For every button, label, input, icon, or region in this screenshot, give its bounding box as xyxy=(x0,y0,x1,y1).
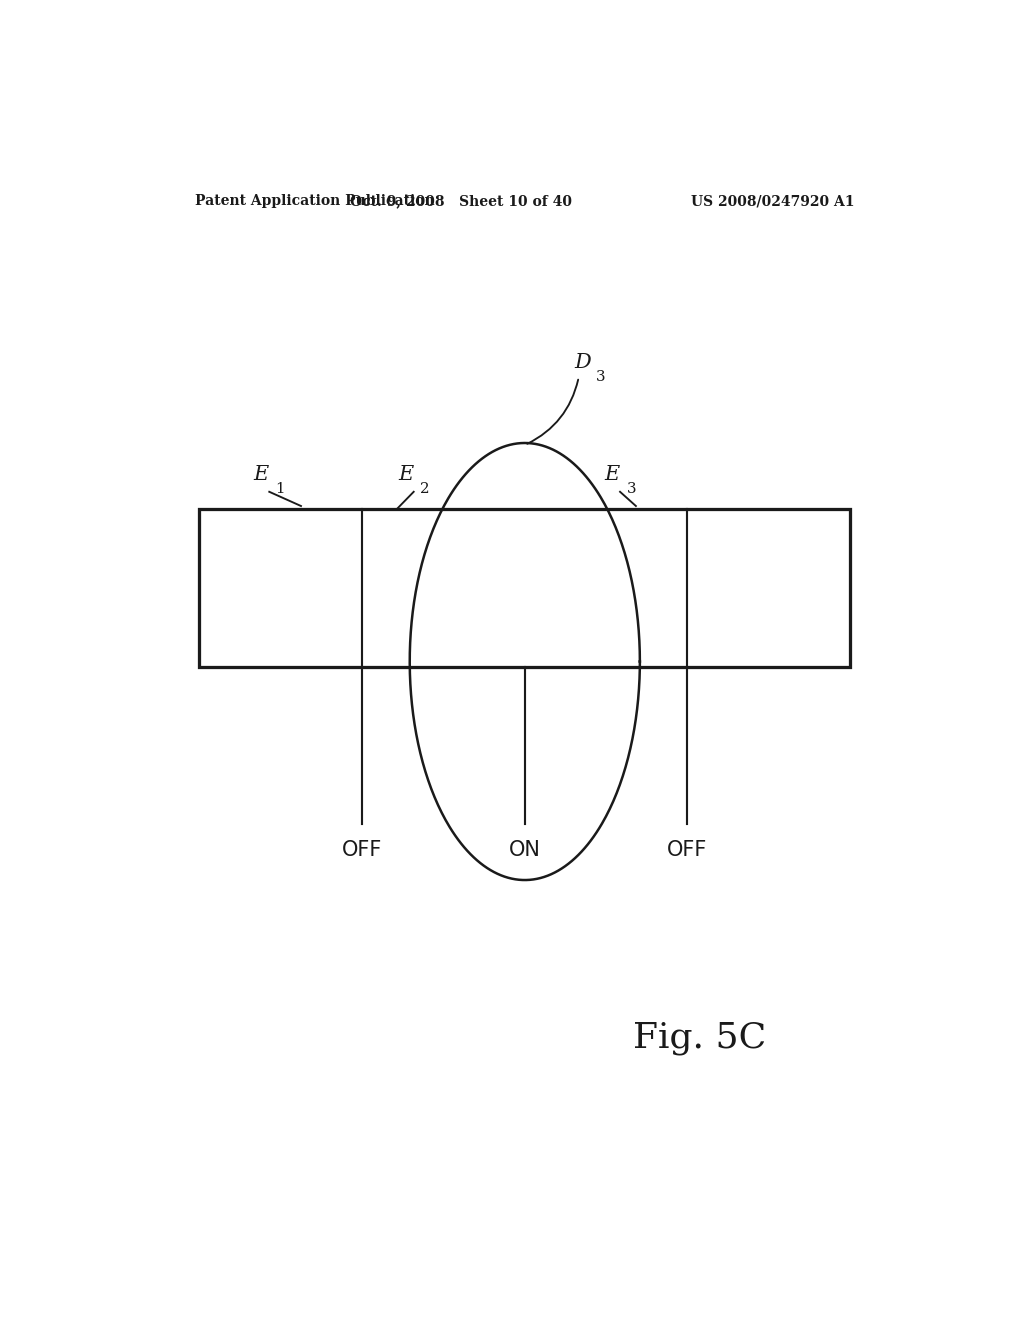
Text: OFF: OFF xyxy=(668,840,708,859)
Bar xyxy=(200,510,850,667)
Text: Fig. 5C: Fig. 5C xyxy=(633,1020,766,1055)
Text: Patent Application Publication: Patent Application Publication xyxy=(196,194,435,209)
Text: 1: 1 xyxy=(275,482,285,496)
Text: Oct. 9, 2008   Sheet 10 of 40: Oct. 9, 2008 Sheet 10 of 40 xyxy=(350,194,572,209)
Text: D: D xyxy=(574,352,591,372)
Text: 3: 3 xyxy=(596,370,606,384)
Text: US 2008/0247920 A1: US 2008/0247920 A1 xyxy=(690,194,854,209)
Text: OFF: OFF xyxy=(342,840,382,859)
Text: 3: 3 xyxy=(627,482,636,496)
Text: E: E xyxy=(397,465,413,483)
Text: ON: ON xyxy=(509,840,541,859)
Text: 2: 2 xyxy=(420,482,430,496)
Text: E: E xyxy=(604,465,620,483)
Text: E: E xyxy=(253,465,268,483)
